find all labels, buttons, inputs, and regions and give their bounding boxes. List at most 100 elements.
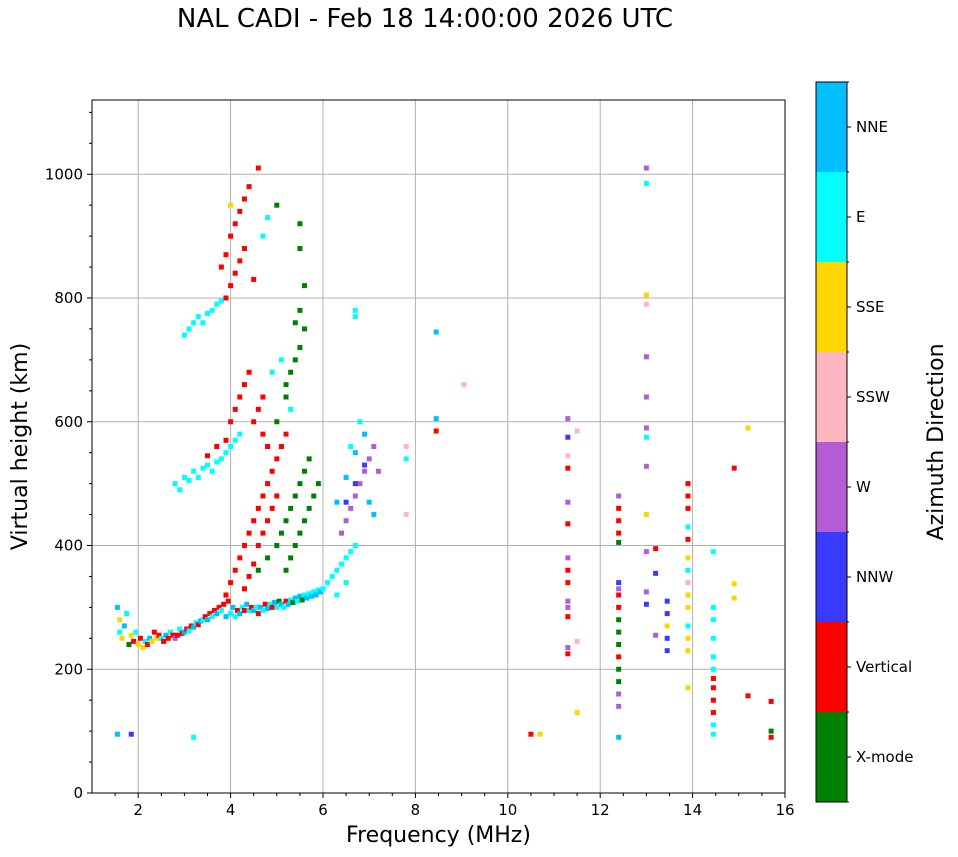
data-point bbox=[616, 539, 622, 545]
data-point bbox=[214, 444, 220, 449]
x-tick-label: 14 bbox=[683, 801, 702, 819]
x-axis-title: Frequency (MHz) bbox=[346, 823, 531, 848]
data-point bbox=[260, 233, 266, 239]
data-point bbox=[163, 632, 169, 638]
data-point bbox=[348, 444, 354, 449]
data-point bbox=[186, 478, 192, 484]
data-point bbox=[214, 301, 220, 307]
data-point bbox=[685, 555, 691, 561]
data-point bbox=[168, 629, 174, 635]
data-point bbox=[223, 437, 229, 443]
data-point bbox=[292, 320, 298, 326]
axes: 2 4 6 8 10 12 14 16 0 200 400 600 800 1000 bbox=[45, 111, 795, 819]
data-point bbox=[255, 567, 261, 573]
data-point bbox=[288, 406, 294, 412]
data-point bbox=[228, 233, 234, 239]
colorbar-segment bbox=[816, 262, 847, 352]
data-point bbox=[251, 561, 257, 567]
data-point bbox=[265, 481, 271, 487]
data-point bbox=[209, 468, 215, 474]
x-tick-label: 10 bbox=[498, 801, 517, 819]
data-point bbox=[237, 258, 243, 264]
data-point bbox=[269, 468, 275, 474]
data-point bbox=[209, 614, 215, 620]
data-point bbox=[276, 598, 282, 604]
data-point bbox=[297, 307, 303, 313]
data-point bbox=[299, 597, 305, 603]
data-point bbox=[616, 530, 622, 536]
data-point bbox=[200, 320, 206, 326]
data-point bbox=[202, 614, 208, 620]
data-point bbox=[246, 369, 252, 375]
data-point bbox=[461, 382, 467, 388]
data-point bbox=[366, 499, 372, 505]
data-point bbox=[232, 437, 238, 443]
data-point bbox=[433, 416, 439, 422]
data-point bbox=[174, 632, 180, 638]
data-point bbox=[334, 499, 340, 505]
data-point bbox=[251, 276, 257, 282]
data-point bbox=[114, 731, 120, 737]
data-point bbox=[241, 543, 247, 548]
data-point bbox=[565, 521, 571, 527]
data-point bbox=[745, 425, 751, 431]
data-point bbox=[216, 604, 222, 610]
data-point bbox=[195, 314, 201, 320]
data-point bbox=[616, 666, 622, 672]
data-point bbox=[246, 607, 252, 613]
data-point bbox=[200, 465, 206, 471]
data-point bbox=[244, 601, 250, 607]
data-point bbox=[223, 252, 229, 258]
data-point bbox=[306, 456, 312, 462]
data-point bbox=[643, 301, 649, 307]
data-point bbox=[343, 580, 349, 586]
colorbar-title: Azimuth Direction bbox=[924, 343, 949, 540]
data-points bbox=[114, 165, 774, 740]
data-point bbox=[121, 623, 127, 629]
data-point bbox=[260, 431, 266, 437]
y-tick-label: 400 bbox=[54, 537, 83, 555]
data-point bbox=[710, 731, 716, 737]
data-point bbox=[616, 505, 622, 511]
data-point bbox=[616, 679, 622, 685]
colorbar-label: NNE bbox=[856, 118, 888, 136]
data-point bbox=[616, 617, 622, 623]
chart-title: NAL CADI - Feb 18 14:00:00 2026 UTC bbox=[176, 4, 674, 34]
data-point bbox=[260, 493, 266, 499]
data-point bbox=[643, 512, 649, 518]
data-point bbox=[653, 570, 659, 576]
data-point bbox=[232, 406, 238, 412]
data-point bbox=[653, 632, 659, 638]
data-point bbox=[237, 394, 243, 400]
colorbar-segment bbox=[816, 532, 847, 622]
x-tick-label: 8 bbox=[411, 801, 421, 819]
x-tick-label: 16 bbox=[775, 801, 794, 819]
data-point bbox=[135, 642, 141, 647]
data-point bbox=[616, 518, 622, 524]
data-point bbox=[165, 635, 171, 641]
data-point bbox=[133, 629, 139, 635]
data-point bbox=[232, 270, 238, 276]
data-point bbox=[119, 635, 125, 641]
data-point bbox=[357, 481, 363, 487]
y-tick-label: 800 bbox=[54, 289, 83, 307]
data-point bbox=[269, 505, 275, 511]
y-tick-label: 600 bbox=[54, 413, 83, 431]
data-point bbox=[643, 463, 649, 469]
data-point bbox=[304, 595, 310, 601]
data-point bbox=[255, 543, 261, 548]
data-point bbox=[685, 567, 691, 573]
data-point bbox=[643, 549, 649, 555]
data-point bbox=[643, 434, 649, 440]
data-point bbox=[235, 607, 241, 613]
data-point bbox=[255, 165, 261, 171]
data-point bbox=[223, 450, 229, 456]
data-point bbox=[334, 592, 340, 598]
data-point bbox=[239, 604, 245, 610]
data-point bbox=[297, 530, 303, 536]
data-point bbox=[232, 567, 238, 573]
data-point bbox=[124, 611, 130, 617]
data-point bbox=[271, 599, 277, 605]
data-point bbox=[251, 607, 257, 613]
data-point bbox=[320, 586, 326, 592]
